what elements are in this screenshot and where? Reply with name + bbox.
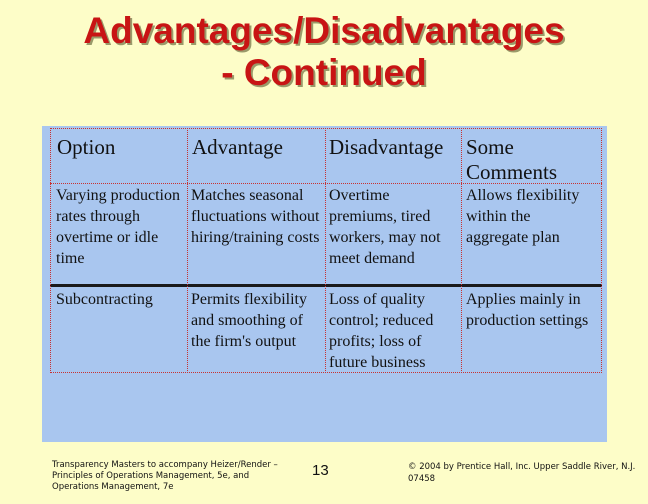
slide-title: Advantages/Disadvantages - Continued xyxy=(0,10,648,94)
header-comments: Some Comments xyxy=(466,135,558,184)
column-divider xyxy=(461,128,462,373)
table-top-border xyxy=(50,128,602,129)
header-advantage: Advantage xyxy=(192,135,283,159)
row-divider xyxy=(50,284,602,287)
row-2-advantage: Permits flexibility and smoothing of the… xyxy=(191,291,307,350)
column-divider xyxy=(601,128,602,373)
row-1-advantage: Matches seasonal fluctuations without hi… xyxy=(191,187,320,246)
page-number: 13 xyxy=(312,462,329,479)
row-2-option: Subcontracting xyxy=(56,291,153,308)
header-disadvantage: Disadvantage xyxy=(329,135,444,159)
comparison-table: Option Advantage Disadvantage Some Comme… xyxy=(50,128,602,376)
table-bottom-border xyxy=(50,372,602,373)
row-1-option: Varying production rates through overtim… xyxy=(56,187,180,267)
row-1-disadvantage: Overtime premiums, tired workers, may no… xyxy=(329,187,441,267)
column-divider xyxy=(187,128,188,373)
column-divider xyxy=(325,128,326,373)
header-option: Option xyxy=(57,135,116,159)
header-divider xyxy=(50,183,602,184)
column-divider xyxy=(50,128,51,373)
row-2-disadvantage: Loss of quality control; reduced profits… xyxy=(329,291,434,371)
row-1-comments: Allows flexibility within the aggregate … xyxy=(466,187,580,246)
row-2-comments: Applies mainly in production settings xyxy=(466,291,589,329)
footer-attribution: Transparency Masters to accompany Heizer… xyxy=(52,460,278,492)
slide-title-line-2: - Continued xyxy=(221,52,427,93)
slide-title-line-1: Advantages/Disadvantages xyxy=(83,10,565,51)
footer-copyright: © 2004 by Prentice Hall, Inc. Upper Sadd… xyxy=(408,462,636,484)
